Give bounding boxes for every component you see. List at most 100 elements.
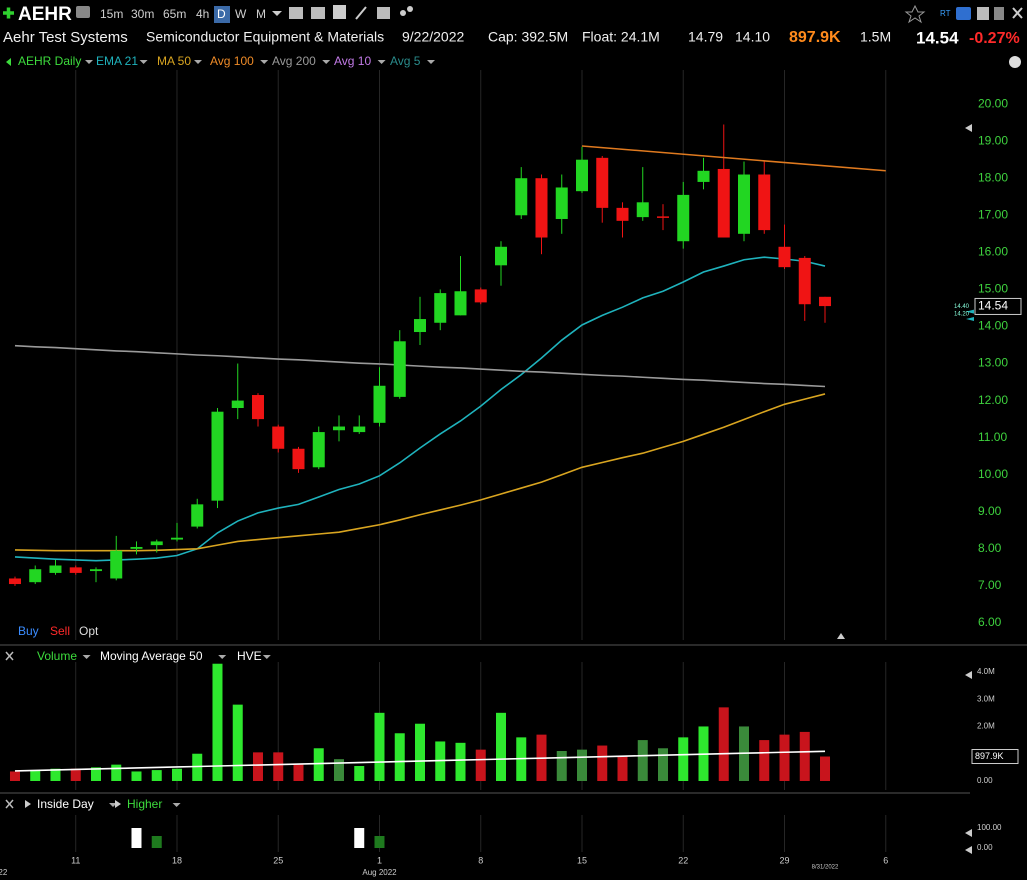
candle-body	[292, 448, 305, 470]
tool-icon[interactable]	[407, 6, 413, 12]
dropdown[interactable]	[377, 60, 386, 64]
tool-icon[interactable]	[400, 10, 406, 16]
timeframe[interactable]: 65m	[163, 7, 186, 21]
tool-icon[interactable]	[289, 7, 303, 19]
volume-bar	[475, 749, 486, 781]
dropdown[interactable]	[260, 60, 269, 64]
legend-entry[interactable]: Avg 100	[210, 54, 254, 68]
trendline[interactable]	[581, 145, 886, 172]
tool-icon[interactable]	[377, 7, 390, 19]
dropdown[interactable]	[85, 60, 93, 64]
signal-bar	[151, 836, 162, 848]
candle-body	[191, 504, 204, 527]
legend-arrow	[25, 800, 31, 808]
dropdown[interactable]	[322, 60, 331, 64]
candle-body	[677, 194, 690, 242]
settings-icon[interactable]	[1009, 56, 1021, 68]
scroll-marker[interactable]	[965, 846, 972, 854]
last-price: 14.54	[916, 28, 959, 47]
indicator-line	[14, 256, 826, 562]
volume-bar	[820, 756, 831, 781]
dropdown[interactable]	[218, 655, 227, 659]
quote-date: 9/22/2022	[402, 29, 464, 45]
order-button[interactable]: Buy	[18, 624, 39, 638]
dropdown[interactable]	[139, 60, 148, 64]
y-tick-label: 6.00	[978, 615, 1002, 629]
industry: Semiconductor Equipment & Materials	[146, 29, 384, 45]
legend-entry[interactable]: Avg 200	[272, 54, 316, 68]
close-panel[interactable]	[5, 651, 14, 661]
y-tick-label: 8.00	[978, 541, 1002, 555]
candle-body	[272, 426, 285, 449]
timeframe[interactable]: 15m	[100, 7, 123, 21]
dropdown[interactable]	[272, 11, 282, 16]
y-tick-label: 14.00	[978, 319, 1008, 333]
timeframe[interactable]: M	[256, 7, 266, 21]
y-tick-label: 12.00	[978, 393, 1008, 407]
add-icon[interactable]	[3, 7, 14, 19]
close-panel[interactable]	[5, 799, 14, 809]
volume-bar	[111, 764, 122, 781]
order-button[interactable]: Opt	[79, 624, 99, 638]
panel-header[interactable]: Volume	[37, 649, 77, 663]
dropdown[interactable]	[82, 655, 91, 659]
panel-header[interactable]: Inside Day	[37, 797, 94, 811]
tool-icon[interactable]	[994, 7, 1004, 20]
dropdown[interactable]	[172, 803, 181, 807]
volume-bar	[597, 745, 608, 781]
legend-entry[interactable]: MA 50	[157, 54, 191, 68]
dropdown[interactable]	[427, 60, 435, 64]
volume-bar	[799, 731, 810, 781]
scroll-marker[interactable]	[837, 633, 845, 639]
scroll-marker[interactable]	[965, 829, 972, 837]
candle-body	[515, 178, 528, 216]
timeframe[interactable]: W	[235, 7, 247, 21]
y-tick-label: 7.00	[978, 578, 1002, 592]
price-marker-label: 14.40	[954, 304, 970, 310]
candle-body	[819, 296, 832, 307]
symbol-tool[interactable]	[76, 6, 90, 18]
scroll-marker[interactable]	[965, 124, 972, 132]
tool-icon[interactable]	[977, 7, 989, 20]
candle-body	[211, 411, 224, 501]
legend-entry[interactable]: Avg 10	[334, 54, 371, 68]
realtime-flag[interactable]: RT	[940, 9, 951, 18]
x-tick-label: 8	[478, 855, 483, 865]
panel-header[interactable]: Higher	[127, 797, 162, 811]
signal-bar	[354, 828, 365, 848]
timeframe-active-bg	[214, 6, 230, 23]
company-name: Aehr Test Systems	[3, 29, 128, 46]
panel-header[interactable]: HVE	[237, 649, 262, 663]
order-button[interactable]: Sell	[50, 624, 70, 638]
day-high: 14.79	[688, 29, 723, 45]
tool-icon[interactable]	[333, 5, 346, 19]
y-tick-label: 0.00	[977, 843, 993, 852]
tool-icon[interactable]	[311, 7, 325, 19]
dropdown[interactable]	[262, 655, 271, 659]
favorite-icon[interactable]	[904, 4, 926, 24]
timeframe[interactable]: 30m	[131, 7, 154, 21]
timeframe[interactable]: 4h	[196, 7, 209, 21]
candle-body	[434, 293, 447, 323]
symbol[interactable]: AEHR	[18, 4, 72, 25]
x-tick-label: 11	[71, 855, 80, 865]
candle-body	[251, 395, 264, 420]
candle-body	[738, 174, 751, 234]
scroll-marker[interactable]	[965, 671, 972, 679]
day-low: 14.10	[735, 29, 770, 45]
candle-body	[393, 341, 406, 397]
timeframe[interactable]: D	[217, 7, 226, 21]
x-tick-label: 15	[577, 855, 587, 865]
dropdown[interactable]	[194, 60, 202, 64]
legend-entry[interactable]: Avg 5	[390, 54, 421, 68]
legend-entry[interactable]: EMA 21	[96, 54, 138, 68]
candle-body	[8, 578, 21, 585]
close-icon[interactable]	[1012, 7, 1023, 19]
draw-icon[interactable]	[355, 6, 367, 20]
tool-icon[interactable]	[956, 7, 971, 20]
legend-entry[interactable]: AEHR Daily	[18, 54, 81, 68]
price-marker-label: 14.20	[954, 312, 970, 318]
avg-volume: 1.5M	[860, 29, 891, 45]
legend-arrow	[6, 58, 11, 66]
panel-header[interactable]: Moving Average 50	[100, 649, 203, 663]
